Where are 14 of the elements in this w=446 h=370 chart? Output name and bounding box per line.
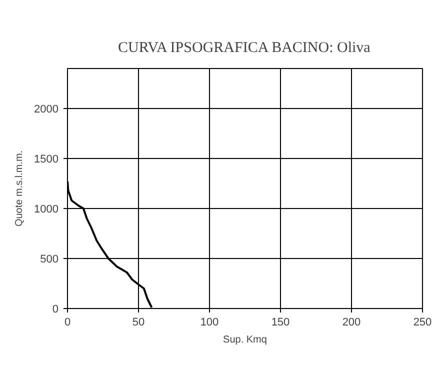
y-tick-label: 500 bbox=[40, 254, 59, 266]
y-tick-label: 0 bbox=[52, 304, 59, 316]
x-tick-label: 200 bbox=[342, 316, 361, 328]
y-axis-title: Quote m.s.l.m.m. bbox=[14, 150, 26, 227]
y-tick-label: 2000 bbox=[34, 104, 59, 116]
chart-title: CURVA IPSOGRAFICA BACINO: Oliva bbox=[118, 40, 371, 56]
y-tick-label: 1000 bbox=[34, 204, 59, 216]
x-tick-label: 0 bbox=[64, 316, 71, 328]
y-tick-label: 1500 bbox=[34, 154, 59, 166]
x-tick-label: 100 bbox=[200, 316, 219, 328]
x-tick-label: 150 bbox=[271, 316, 290, 328]
x-tick-label: 250 bbox=[413, 316, 432, 328]
x-tick-label: 50 bbox=[132, 316, 145, 328]
x-axis-title: Sup. Kmq bbox=[223, 334, 267, 346]
